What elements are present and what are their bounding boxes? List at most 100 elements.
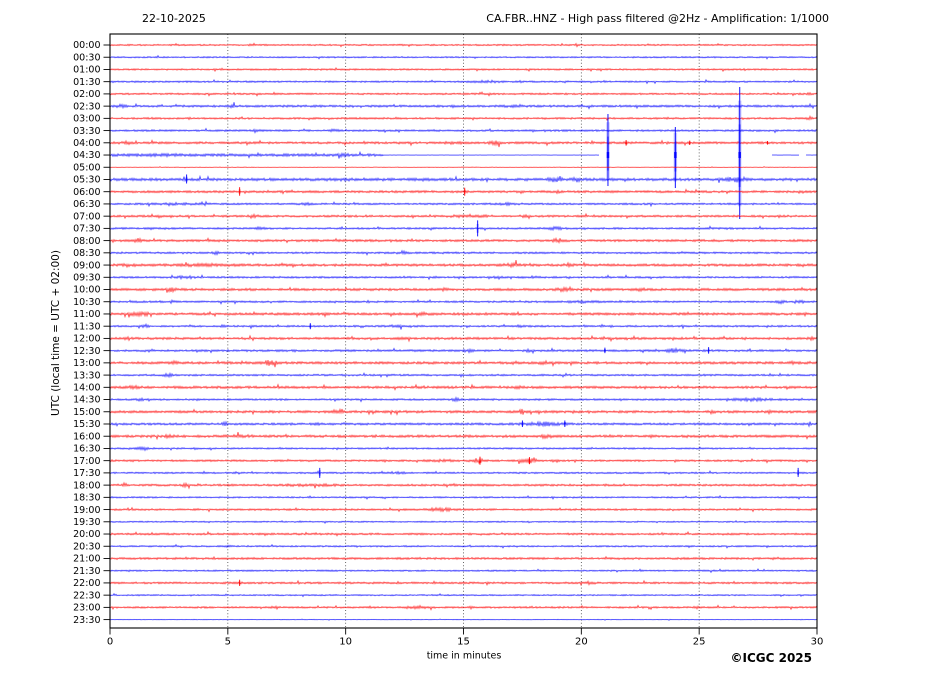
y-tick-label: 03:00 (73, 114, 100, 125)
trace-segment (109, 237, 818, 244)
trace-segment (109, 54, 818, 60)
trace-row-02:30 (109, 102, 818, 110)
trace-segment (109, 174, 818, 184)
x-tick-labels: 0 5 10 15 20 25 30 (107, 628, 823, 648)
trace-segment (109, 579, 818, 587)
y-tick-label: 16:00 (73, 431, 100, 442)
y-tick-label: 12:00 (73, 334, 100, 345)
y-tick-label: 21:30 (73, 566, 100, 577)
axis-frame (109, 33, 818, 629)
trace-row-09:30 (109, 274, 818, 281)
y-tick-label: 07:30 (73, 224, 100, 235)
event-spike-blob (674, 152, 677, 159)
trace-segment (109, 520, 818, 524)
trace-row-03:00 (109, 114, 818, 122)
trace-row-13:30 (109, 371, 818, 379)
y-tick-label: 15:30 (73, 419, 100, 430)
trace-segment (109, 555, 818, 562)
trace-row-05:30 (109, 174, 818, 184)
trace-row-18:00 (109, 481, 818, 490)
trace-row-16:30 (109, 445, 818, 452)
y-tick-label: 13:00 (73, 358, 100, 369)
event-spike-blob (606, 152, 610, 159)
x-axis-label: time in minutes (426, 650, 502, 662)
trace-segment (109, 481, 818, 490)
y-tick-label: 20:00 (73, 529, 100, 540)
trace-row-10:00 (109, 285, 818, 294)
y-tick-label: 12:30 (73, 346, 100, 357)
y-tick-label: 08:00 (73, 236, 100, 247)
trace-row-12:30 (109, 346, 818, 355)
trace-row-16:00 (109, 432, 818, 441)
trace-segment (109, 530, 818, 537)
trace-row-19:00 (109, 506, 818, 513)
trace-row-20:00 (109, 530, 818, 537)
trace-row-17:00 (109, 456, 818, 465)
x-tick-label: 15 (457, 637, 470, 648)
trace-segment (109, 543, 818, 549)
trace-row-00:30 (109, 54, 818, 60)
y-tick-label: 01:30 (73, 77, 100, 88)
trace-row-07:00 (109, 212, 818, 220)
y-tick-label: 11:30 (73, 321, 100, 332)
y-tick-label: 15:00 (73, 407, 100, 418)
figure-date: 22-10-2025 (142, 12, 206, 25)
trace-row-00:00 (109, 42, 818, 48)
y-tick-label: 17:00 (73, 456, 100, 467)
trace-row-15:00 (109, 407, 818, 416)
trace-row-23:00 (109, 604, 818, 611)
trace-segment (109, 249, 818, 256)
trace-segment (109, 310, 818, 319)
trace-row-10:30 (109, 298, 818, 305)
trace-segment (109, 346, 818, 355)
y-tick-label: 00:30 (73, 52, 100, 63)
y-tick-label: 01:00 (73, 65, 100, 76)
y-tick-label: 16:30 (73, 444, 100, 455)
trace-row-12:00 (109, 334, 818, 343)
x-tick-label: 5 (225, 637, 231, 648)
trace-row-03:30 (109, 127, 818, 134)
trace-segment (109, 102, 818, 110)
y-tick-label: 22:00 (73, 578, 100, 589)
y-tick-label: 19:30 (73, 517, 100, 528)
trace-row-09:00 (109, 259, 818, 269)
y-tick-label: 23:30 (73, 615, 100, 626)
y-tick-label: 13:30 (73, 370, 100, 381)
trace-row-21:30 (109, 568, 818, 574)
trace-segment (109, 383, 818, 391)
trace-segment (109, 91, 818, 97)
trace-segment (109, 212, 818, 220)
trace-segment (109, 127, 818, 134)
y-tick-label: 03:30 (73, 126, 100, 137)
trace-row-19:30 (109, 520, 818, 524)
trace-row-14:30 (109, 396, 818, 403)
y-tick-label: 14:00 (73, 383, 100, 394)
trace-segment (109, 604, 818, 611)
y-tick-label: 18:30 (73, 493, 100, 504)
trace-segment (109, 592, 818, 598)
trace-segment (109, 432, 818, 441)
event-spike-blob (738, 152, 741, 159)
y-tick-label: 18:00 (73, 480, 100, 491)
trace-segment (109, 396, 818, 403)
figure-title: CA.FBR..HNZ - High pass filtered @2Hz - … (486, 12, 829, 25)
trace-row-11:30 (109, 323, 818, 330)
trace-row-04:30 (109, 87, 818, 220)
copyright: ©ICGC 2025 (730, 651, 812, 665)
trace-row-06:30 (109, 200, 818, 208)
trace-segment (109, 359, 818, 368)
trace-segment (109, 506, 818, 513)
trace-segment (109, 420, 818, 428)
trace-segment (109, 568, 818, 574)
y-tick-label: 09:00 (73, 260, 100, 271)
x-tick-label: 20 (575, 637, 588, 648)
trace-segment (109, 259, 818, 269)
y-tick-label: 11:00 (73, 309, 100, 320)
y-tick-label: 04:30 (73, 150, 100, 161)
y-tick-label: 02:00 (73, 89, 100, 100)
x-tick-label: 10 (339, 637, 352, 648)
trace-row-17:30 (109, 467, 818, 478)
y-tick-label: 07:00 (73, 211, 100, 222)
x-tick-label: 25 (693, 637, 706, 648)
